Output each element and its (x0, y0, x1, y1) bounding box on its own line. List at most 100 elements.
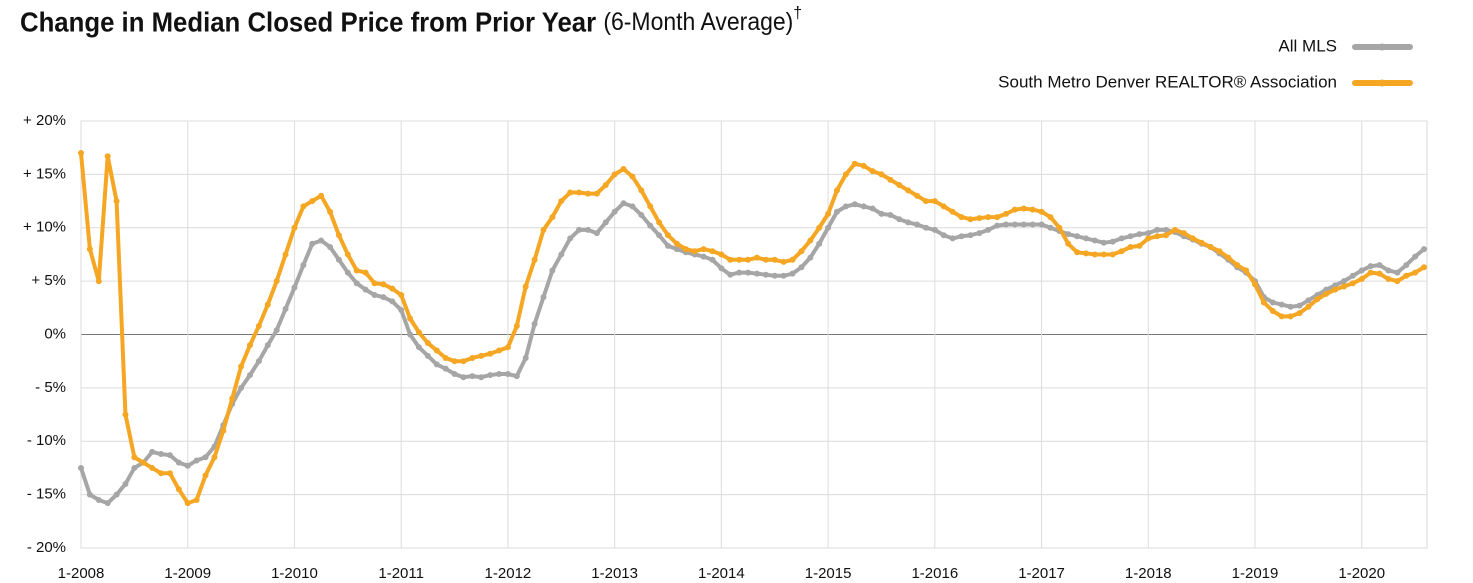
data-point (629, 203, 636, 210)
data-point (1136, 242, 1143, 249)
data-point (398, 306, 405, 313)
data-point (1180, 230, 1187, 237)
data-point (424, 352, 431, 359)
y-tick-label: + 20% (23, 112, 66, 129)
data-point (718, 251, 725, 258)
data-point (540, 226, 547, 233)
data-point (1358, 275, 1365, 282)
data-point (851, 201, 858, 208)
data-point (1385, 267, 1392, 274)
data-point (860, 203, 867, 210)
data-point (291, 284, 298, 291)
data-point (158, 470, 165, 477)
data-point (1136, 231, 1143, 238)
data-point (833, 187, 840, 194)
data-point (1083, 250, 1090, 257)
data-point (558, 198, 565, 205)
data-point (362, 286, 369, 293)
data-point (1269, 308, 1276, 315)
data-point (896, 182, 903, 189)
data-point (238, 363, 245, 370)
data-point (442, 354, 449, 361)
data-point (531, 320, 538, 327)
data-point (131, 464, 138, 471)
data-point (478, 352, 485, 359)
data-point (682, 246, 689, 253)
data-point (158, 451, 165, 458)
data-point (1002, 221, 1009, 228)
chart-subtitle: (6-Month Average) (603, 9, 793, 37)
data-point (202, 472, 209, 479)
data-point (86, 246, 93, 253)
data-point (878, 210, 885, 217)
data-point (922, 198, 929, 205)
data-point (745, 269, 752, 276)
data-point (193, 496, 200, 503)
data-point (576, 189, 583, 196)
data-point (967, 216, 974, 223)
data-point (1305, 303, 1312, 310)
data-point (940, 232, 947, 239)
data-point (1056, 224, 1063, 231)
data-point (353, 280, 360, 287)
data-point (807, 254, 814, 261)
data-point (335, 256, 342, 263)
data-point (1074, 249, 1081, 256)
data-point (540, 294, 547, 301)
data-point (1340, 278, 1347, 285)
data-point (647, 222, 654, 229)
data-point (1314, 296, 1321, 303)
data-point (1074, 233, 1081, 240)
chart-title-group: Change in Median Closed Price from Prior… (20, 4, 802, 38)
data-point (638, 211, 645, 218)
data-point (1100, 239, 1107, 246)
data-point (833, 208, 840, 215)
data-point (86, 491, 93, 498)
data-point (451, 370, 458, 377)
data-point (1412, 269, 1419, 276)
data-point (1118, 235, 1125, 242)
data-point (825, 224, 832, 231)
data-point (1198, 239, 1205, 246)
data-point (762, 271, 769, 278)
data-point (318, 192, 325, 199)
data-point (513, 373, 520, 380)
data-point (798, 248, 805, 255)
data-point (620, 166, 627, 173)
data-point (433, 347, 440, 354)
data-point (282, 251, 289, 258)
data-point (1216, 248, 1223, 255)
data-point (442, 365, 449, 372)
data-point (1305, 297, 1312, 304)
data-point (958, 214, 965, 221)
data-point (1376, 270, 1383, 277)
data-point (851, 160, 858, 167)
data-point (549, 267, 556, 274)
data-point (389, 298, 396, 305)
data-point (976, 215, 983, 222)
data-point (771, 272, 778, 279)
x-tick-label: 1-2009 (164, 565, 211, 582)
y-tick-label: + 15% (23, 165, 66, 182)
data-point (1163, 226, 1170, 233)
data-point (1145, 230, 1152, 237)
data-point (1065, 231, 1072, 238)
data-point (1118, 248, 1125, 255)
data-point (727, 256, 734, 263)
data-point (1189, 235, 1196, 242)
data-point (940, 203, 947, 210)
data-point (780, 272, 787, 279)
data-point (273, 278, 280, 285)
data-point (291, 224, 298, 231)
data-point (825, 210, 832, 217)
data-point (451, 358, 458, 365)
data-point (602, 182, 609, 189)
y-tick-label: - 20% (27, 539, 66, 556)
data-point (300, 203, 307, 210)
data-point (487, 350, 494, 357)
data-point (584, 226, 591, 233)
data-point (584, 190, 591, 197)
data-point (1332, 286, 1339, 293)
data-point (567, 189, 574, 196)
data-point (522, 283, 529, 290)
